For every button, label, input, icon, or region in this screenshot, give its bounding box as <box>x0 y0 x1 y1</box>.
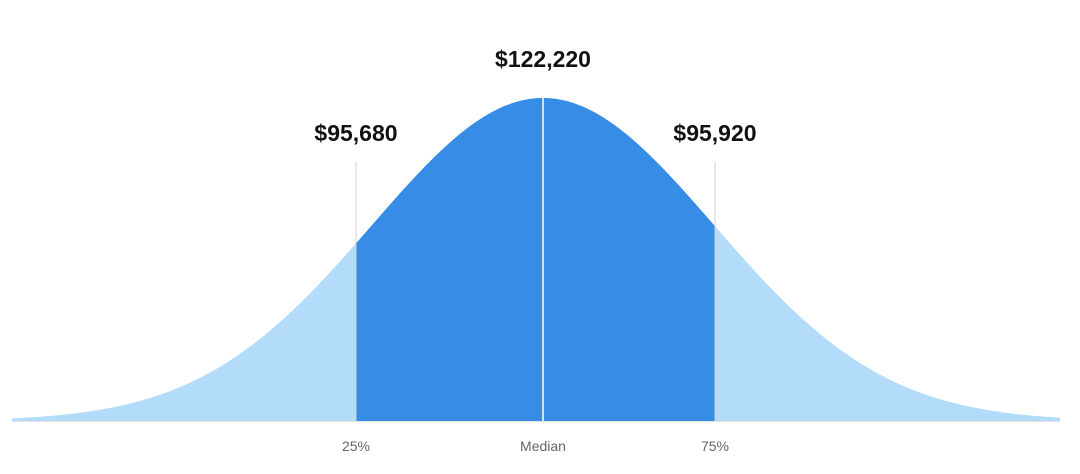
curve-middle <box>356 98 715 421</box>
value-label: $95,680 <box>314 120 397 146</box>
category-label: 75% <box>701 438 729 454</box>
value-label: $122,220 <box>495 46 591 72</box>
category-label: 25% <box>342 438 370 454</box>
category-label: Median <box>520 438 566 454</box>
value-label: $95,920 <box>673 120 756 146</box>
